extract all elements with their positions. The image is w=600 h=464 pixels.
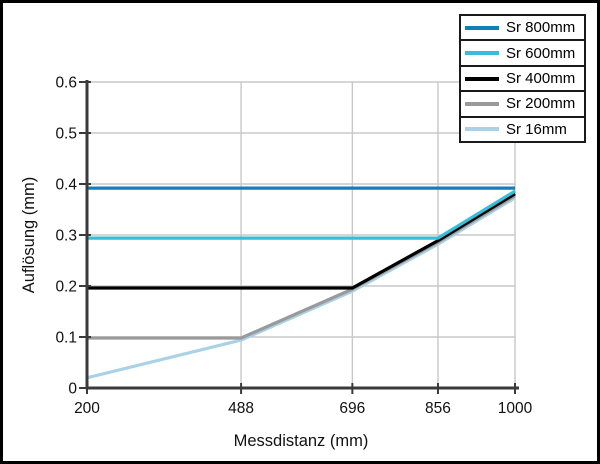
y-tick-label: 0.2 [55,279,77,296]
y-tick-label: 0.4 [55,177,77,194]
x-tick-label: 1000 [498,400,533,417]
legend-swatch-line [465,127,499,132]
legend-label: Sr 400mm [506,70,576,88]
x-tick-label: 200 [74,400,100,417]
resolution-vs-distance-chart: 200 488 696 856 1000 0 0.1 0.2 0.3 0.4 0.5 0.6 Messd… [20,75,533,451]
x-axis-title: Messdistanz (mm) [234,432,369,450]
legend-label: Sr 600mm [506,44,576,62]
legend-swatch-line [465,101,499,106]
legend-label: Sr 16mm [506,120,567,138]
y-tick-label: 0 [68,381,77,398]
legend-item-sr200: Sr 200mm [461,90,584,115]
series-line-sr-16mm [86,196,516,380]
series-line-sr-200mm [87,194,516,340]
x-tick-label: 856 [425,400,451,417]
series-line-sr-400mm [87,192,516,290]
legend-item-sr400: Sr 400mm [461,64,584,90]
y-tick-label: 0.3 [55,228,77,245]
legend-swatch-line [465,76,499,81]
legend-swatch-line [465,25,499,30]
chart-legend: Sr 800mm Sr 600mm Sr 400mm Sr 200mm Sr 1… [459,14,586,143]
y-tick-label: 0.5 [55,126,77,143]
y-tick-label: 0.6 [55,75,77,92]
x-tick-label: 696 [339,400,365,417]
series-line-sr-600mm [87,189,516,240]
legend-item-sr600: Sr 600mm [461,39,584,64]
legend-label: Sr 200mm [506,95,576,113]
y-axis-title: Auflösung (mm) [20,177,38,293]
x-tick-label: 488 [228,400,254,417]
legend-label: Sr 800mm [506,19,576,37]
legend-swatch-line [465,51,499,56]
y-tick-label: 0.1 [55,330,77,347]
legend-item-sr16: Sr 16mm [461,115,584,141]
legend-item-sr800: Sr 800mm [461,16,584,39]
